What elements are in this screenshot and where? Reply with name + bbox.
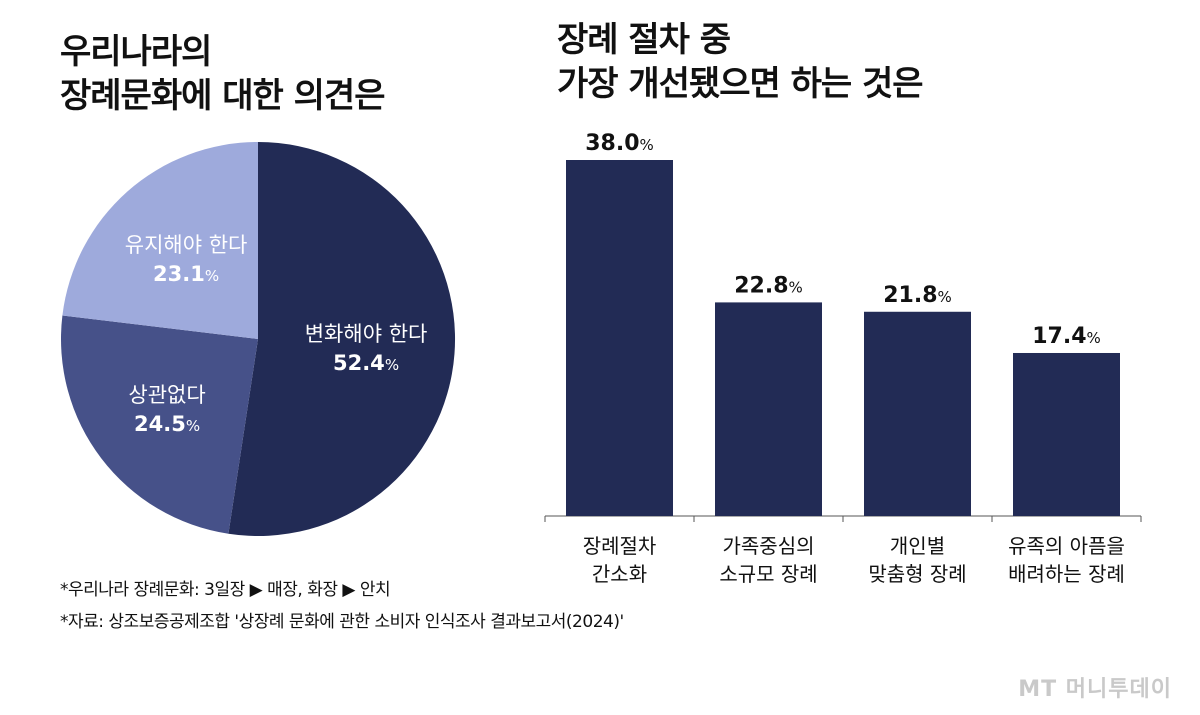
bar-title-line-2: 가장 개선됐으면 하는 것은 [557,64,924,104]
bar [715,302,822,516]
footnote-source: *자료: 상조보증공제조합 '상장례 문화에 관한 소비자 인식조사 결과보고서… [60,612,624,632]
bar-category-label: 맞춤형 장례 [868,562,966,586]
bar-title-line-1: 장례 절차 중 [557,20,731,60]
bar-category-label: 장례절차 [583,534,657,558]
bar-category-label: 개인별 [890,534,945,558]
bar-chart-title: 장례 절차 중 가장 개선됐으면 하는 것은 [557,18,924,106]
pie-slice-label: 유지해야 한다 [125,233,248,257]
pie-title-line-1: 우리나라의 [60,32,212,72]
bar-value-label: 17.4% [1032,324,1101,349]
pie-chart-title: 우리나라의 장례문화에 대한 의견은 [60,30,385,118]
bar-category-label: 가족중심의 [723,534,815,558]
pie-slice [60,315,259,534]
pie-slice [62,142,259,339]
pie-title-line-2: 장례문화에 대한 의견은 [60,76,385,116]
bar-value-label: 21.8% [883,283,952,308]
pie-slice-value: 23.1% [153,262,219,286]
bar [864,311,971,516]
pie-slice-value: 52.4% [333,351,399,375]
bar-category-label: 유족의 아픔을 [1008,534,1125,558]
pie-slice-label: 변화해야 한다 [305,322,428,346]
pie-slice-label: 상관없다 [128,383,205,407]
bar-category-label: 간소화 [592,562,647,586]
bar [1013,352,1120,516]
pie-slice-value: 24.5% [134,412,200,436]
bar-category-label: 소규모 장례 [719,562,817,586]
pie-slice [228,142,456,536]
bar-category-label: 배려하는 장례 [1008,562,1125,586]
bar-value-label: 22.8% [734,273,803,298]
footnote-definition: *우리나라 장례문화: 3일장 ▶ 매장, 화장 ▶ 안치 [60,580,391,600]
bar [566,160,673,516]
bar-value-label: 38.0% [585,131,654,156]
publisher-logo: MT 머니투데이 [1018,677,1172,702]
